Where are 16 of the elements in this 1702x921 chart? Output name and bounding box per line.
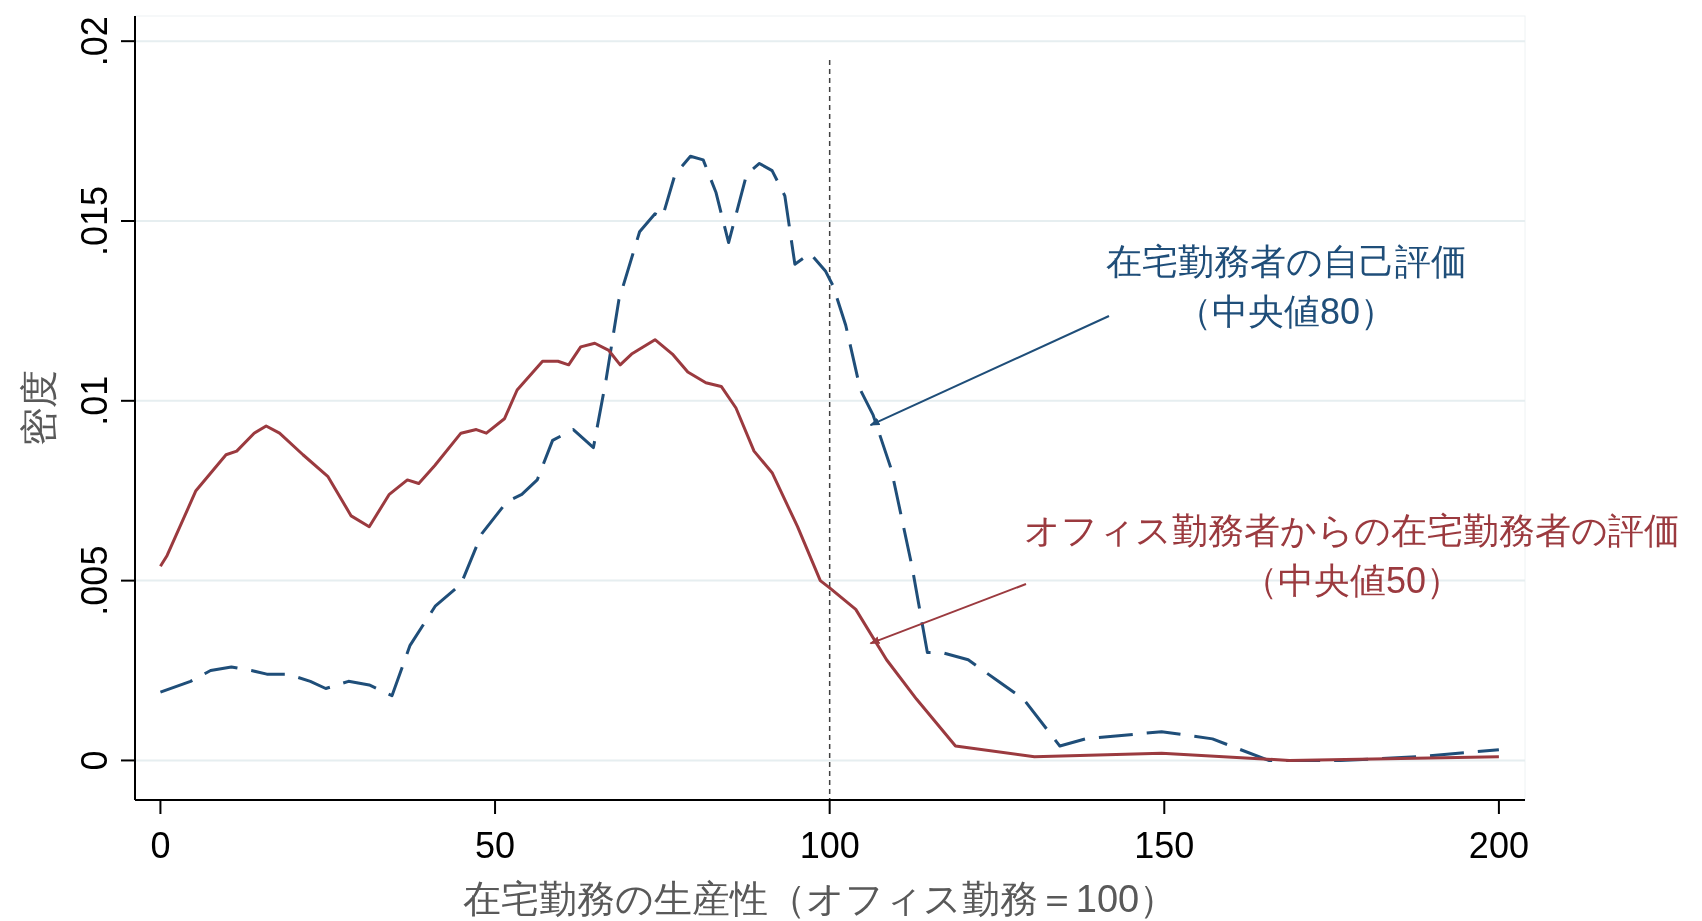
x-axis-title: 在宅勤務の生産性（オフィス勤務＝100） bbox=[462, 878, 1178, 920]
y-tick-label: .02 bbox=[74, 16, 115, 67]
y-tick-label: 0 bbox=[74, 750, 115, 771]
y-tick-label: .01 bbox=[74, 375, 115, 426]
line-series bbox=[158, 154, 1501, 762]
text: オフィス勤務者からの在宅勤務者の評価（中央値50） bbox=[1024, 510, 1680, 601]
y-axis-title: 密度 bbox=[18, 370, 60, 446]
x-tick-label: 200 bbox=[1468, 825, 1529, 866]
x-tick-label: 50 bbox=[475, 825, 516, 866]
x-tick-label: 100 bbox=[799, 825, 860, 866]
x-tick-label: 150 bbox=[1134, 825, 1195, 866]
x-tick-label: 0 bbox=[150, 825, 171, 866]
y-tick-label: .005 bbox=[74, 545, 115, 616]
line-series bbox=[158, 338, 1501, 762]
y-tick-label: .015 bbox=[74, 185, 115, 257]
text: 在宅勤務者の自己評価（中央値80） bbox=[1105, 241, 1467, 332]
